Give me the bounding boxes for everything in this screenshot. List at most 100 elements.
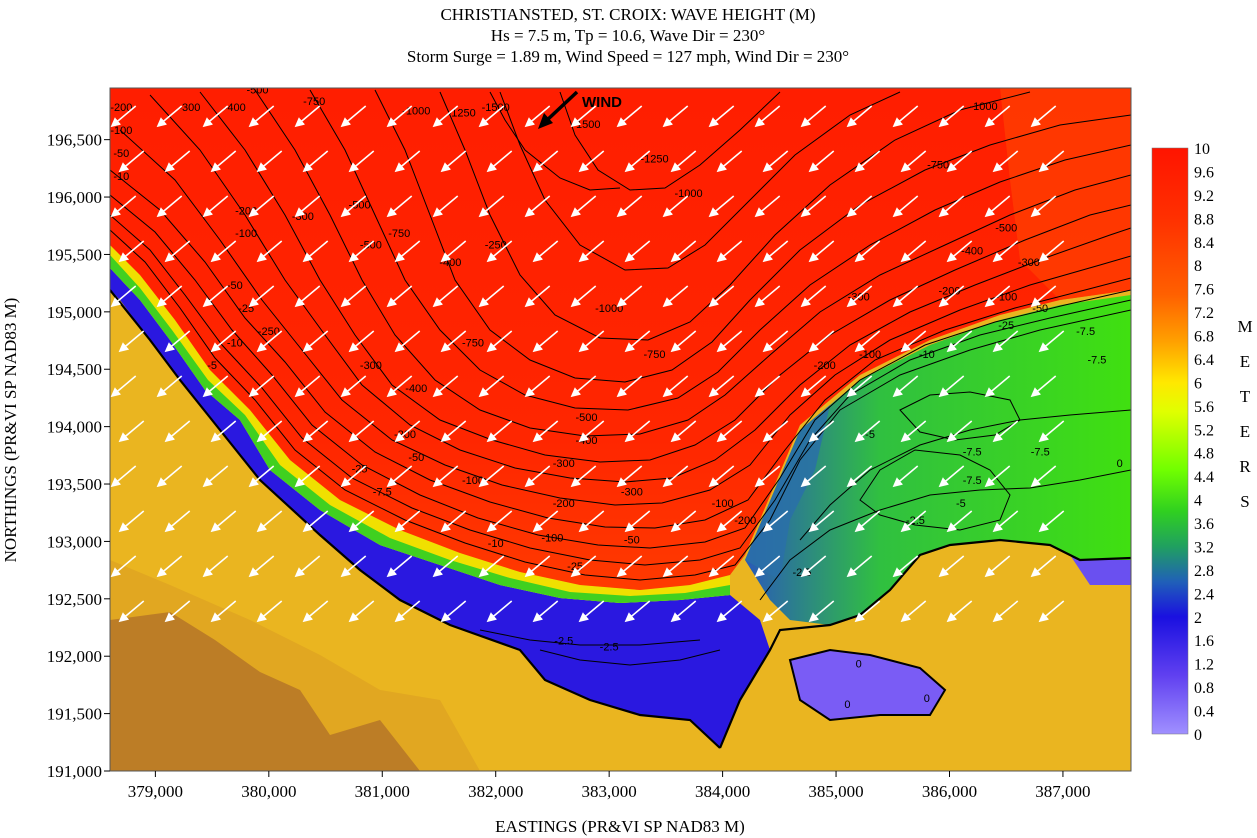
contour-label: -50 bbox=[624, 535, 640, 547]
land-terrain-mid bbox=[110, 560, 480, 771]
colorbar-tick-label: 8.4 bbox=[1194, 235, 1214, 252]
wave-vector bbox=[846, 195, 873, 218]
contour-label: 0 bbox=[856, 659, 862, 671]
wave-vector bbox=[800, 195, 827, 218]
wave-vector bbox=[716, 510, 743, 533]
wave-vector bbox=[846, 555, 873, 578]
wave-vector bbox=[256, 510, 283, 533]
wave-vector bbox=[854, 330, 881, 353]
wind-arrow-shaft bbox=[543, 90, 579, 124]
wave-vector bbox=[984, 555, 1011, 578]
contour-label: -500 bbox=[349, 200, 371, 212]
wave-vector bbox=[984, 105, 1011, 128]
wave-vector bbox=[938, 555, 965, 578]
wave-vector bbox=[938, 105, 965, 128]
wave-vector bbox=[118, 600, 145, 623]
wave-vector bbox=[348, 420, 375, 443]
wave-vector bbox=[386, 285, 413, 308]
wave-vector bbox=[156, 105, 183, 128]
wave-vector bbox=[210, 510, 237, 533]
contour-label: -100 bbox=[110, 125, 132, 137]
contour-label: -200 bbox=[394, 429, 416, 441]
wave-vector bbox=[440, 600, 467, 623]
contour-label: -500 bbox=[246, 85, 268, 97]
chart-title: CHRISTIANSTED, ST. CROIX: WAVE HEIGHT (M… bbox=[440, 5, 815, 24]
y-tick-label: 192,000 bbox=[47, 647, 102, 666]
colorbar-unit-letter: T bbox=[1240, 387, 1251, 406]
colorbar-unit-letter: E bbox=[1240, 422, 1250, 441]
wave-vector bbox=[386, 555, 413, 578]
colorbar-tick-label: 6 bbox=[1194, 375, 1202, 392]
contour-label: -7.5 bbox=[963, 446, 982, 458]
contour-label: -200 bbox=[938, 286, 960, 298]
colorbar-tick-label: 5.2 bbox=[1194, 422, 1214, 439]
contour-label: -5 bbox=[865, 429, 875, 441]
wave-vector bbox=[570, 195, 597, 218]
contour-label: -300 bbox=[360, 360, 382, 372]
wave-vector bbox=[532, 330, 559, 353]
colorbar-tick-label: 4 bbox=[1194, 493, 1202, 510]
wave-vector bbox=[394, 240, 421, 263]
colorbar-tick-label: 1.6 bbox=[1194, 633, 1214, 650]
wave-vector bbox=[846, 375, 873, 398]
wave-vector bbox=[708, 375, 735, 398]
wave-vector bbox=[800, 555, 827, 578]
contour-label: -25 bbox=[567, 561, 583, 573]
wave-vector bbox=[992, 420, 1019, 443]
contour-label: -50 bbox=[408, 452, 424, 464]
wave-vector bbox=[1030, 465, 1057, 488]
wave-vector bbox=[294, 465, 321, 488]
contour-label: -200 bbox=[110, 102, 132, 114]
wave-vector bbox=[248, 555, 275, 578]
colorbar-tick-label: 0.4 bbox=[1194, 704, 1214, 721]
wave-vector bbox=[900, 600, 927, 623]
contour-label: -100 bbox=[462, 475, 484, 487]
contour-label: -200 bbox=[235, 205, 257, 217]
wave-vector bbox=[754, 285, 781, 308]
wave-vector bbox=[854, 240, 881, 263]
wave-vector bbox=[946, 150, 973, 173]
wave-vector bbox=[570, 465, 597, 488]
wave-vector bbox=[210, 330, 237, 353]
wave-vector bbox=[578, 150, 605, 173]
contour-label: -5 bbox=[956, 498, 966, 510]
wave-vector bbox=[708, 555, 735, 578]
x-tick-label: 383,000 bbox=[582, 782, 637, 801]
wave-vector bbox=[616, 285, 643, 308]
wave-vector bbox=[900, 510, 927, 533]
wave-vector bbox=[892, 555, 919, 578]
wave-vector bbox=[854, 420, 881, 443]
contour-label: -100 bbox=[235, 228, 257, 240]
chart-subtitle-2: Storm Surge = 1.89 m, Wind Speed = 127 m… bbox=[407, 47, 849, 66]
wave-vector bbox=[202, 465, 229, 488]
colorbar-tick-label: 7.6 bbox=[1194, 282, 1214, 299]
wave-vector bbox=[294, 285, 321, 308]
wave-vector bbox=[1038, 150, 1065, 173]
wave-vector bbox=[210, 240, 237, 263]
wave-vector bbox=[808, 600, 835, 623]
wave-vector bbox=[340, 105, 367, 128]
wave-vector bbox=[624, 240, 651, 263]
wave-vector bbox=[118, 420, 145, 443]
wave-vector bbox=[754, 375, 781, 398]
wave-vector bbox=[386, 465, 413, 488]
wave-vector bbox=[892, 285, 919, 308]
wave-vector bbox=[432, 465, 459, 488]
wave-vector bbox=[1030, 285, 1057, 308]
wave-vector bbox=[846, 285, 873, 308]
wave-vector bbox=[164, 150, 191, 173]
wave-vector bbox=[854, 150, 881, 173]
x-tick-label: 382,000 bbox=[468, 782, 523, 801]
wave-vector bbox=[570, 555, 597, 578]
colorbar-tick-label: 8.8 bbox=[1194, 211, 1214, 228]
wave-vector bbox=[440, 240, 467, 263]
wave-vector bbox=[754, 465, 781, 488]
wave-vector bbox=[616, 555, 643, 578]
wave-vector bbox=[248, 465, 275, 488]
wave-vector bbox=[440, 150, 467, 173]
contour-label: -300 bbox=[178, 102, 200, 114]
wave-vector bbox=[256, 150, 283, 173]
wave-vector bbox=[624, 510, 651, 533]
wave-vector bbox=[670, 330, 697, 353]
wave-vector bbox=[992, 510, 1019, 533]
